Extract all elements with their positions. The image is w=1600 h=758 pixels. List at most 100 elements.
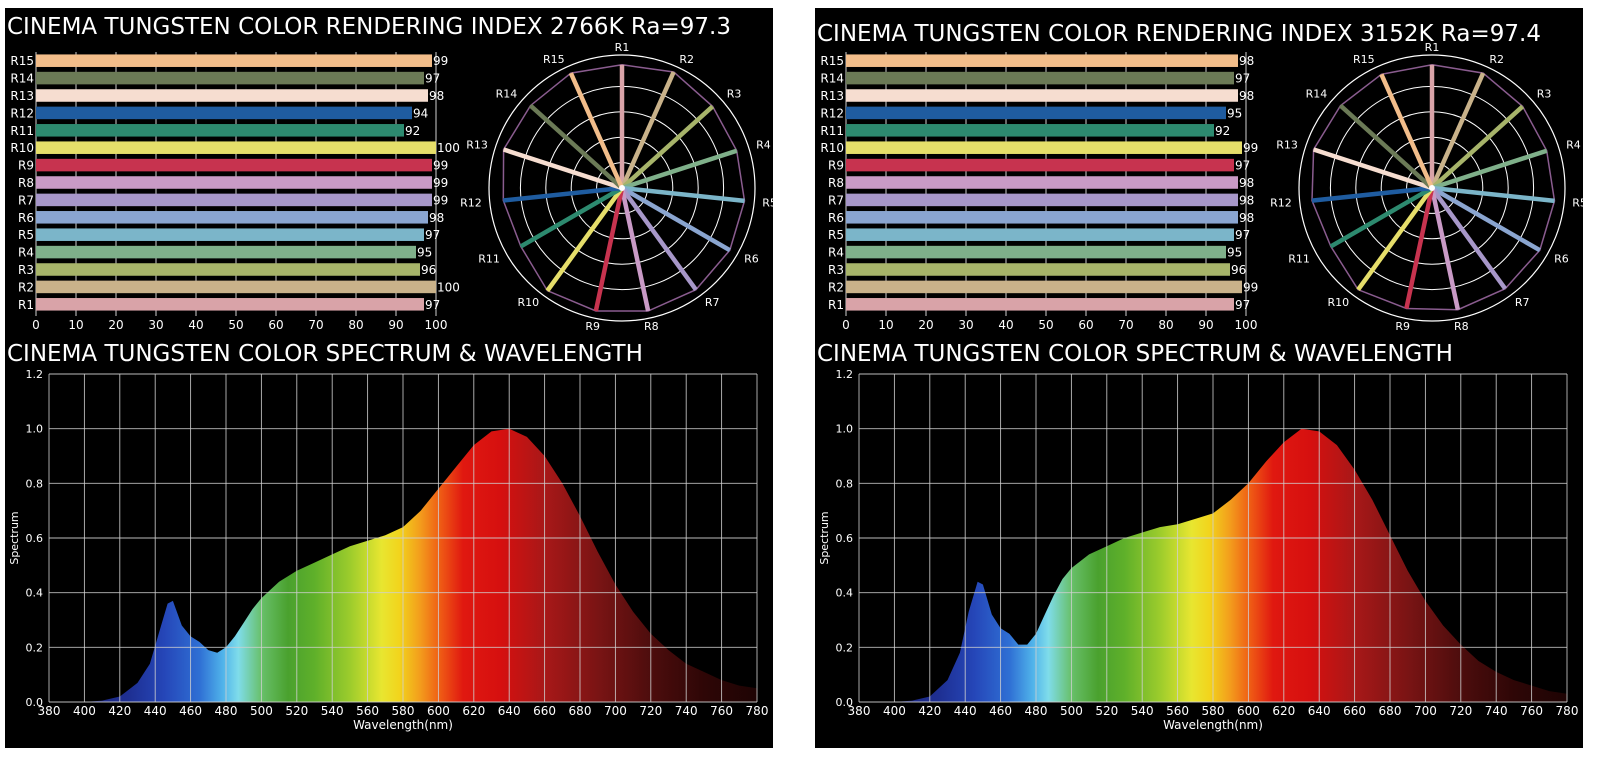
bar [36,54,432,67]
category-label: R4 [18,246,34,260]
x-tick-label: 380 [848,704,871,718]
x-tick-label: 80 [1158,318,1173,332]
value-label: 98 [1239,193,1254,207]
value-label: 98 [1239,176,1254,190]
radar-spoke [519,186,624,249]
value-label: 97 [1235,72,1250,86]
category-label: R10 [820,141,844,155]
radar-label: R13 [466,138,488,151]
radar-spoke [620,186,698,292]
radar-label: R9 [1395,320,1410,333]
y-tick-label: 0.6 [836,532,854,545]
bar [846,124,1214,137]
bar [846,298,1234,311]
x-tick-label: 740 [1485,704,1508,718]
x-tick-label: 420 [108,704,131,718]
x-axis-label: Wavelength(nm) [1163,718,1263,732]
value-label: 97 [425,298,440,312]
radar-label: R6 [744,253,759,266]
bar [846,158,1234,172]
radar-label: R15 [543,53,565,66]
y-tick-label: 0.0 [26,696,44,709]
x-tick-label: 600 [427,704,450,718]
value-label: 97 [1235,298,1250,312]
x-tick-label: 680 [569,704,592,718]
category-label: R8 [828,176,844,190]
x-tick-label: 760 [1520,704,1543,718]
category-label: R9 [828,159,844,173]
radar-label: R11 [1288,253,1310,266]
x-tick-label: 560 [1166,704,1189,718]
radar-spoke [620,186,731,253]
spectrum-title: CINEMA TUNGSTEN COLOR SPECTRUM & WAVELEN… [817,341,1453,367]
radar-spoke [545,186,624,293]
x-tick-label: 460 [179,704,202,718]
bar [846,141,1242,154]
radar-label: R7 [1515,296,1530,309]
radar-spoke [1431,185,1555,204]
bar [36,245,416,259]
bar [36,141,436,154]
x-tick-label: 0 [32,318,40,332]
value-label: 96 [421,263,436,277]
radar-label: R2 [1489,53,1504,66]
radar-label: R1 [615,41,630,54]
radar-spoke [568,72,625,189]
x-tick-label: 540 [321,704,344,718]
radar-label: R8 [644,320,659,333]
x-tick-label: 520 [1095,704,1118,718]
category-label: R5 [18,228,34,242]
y-tick-label: 0.0 [836,696,854,709]
x-tick-label: 10 [878,318,893,332]
y-tick-label: 0.6 [26,532,44,545]
radar-label: R15 [1353,53,1375,66]
value-label: 99 [1243,141,1258,155]
category-label: R4 [828,246,844,260]
radar-label: R9 [585,320,600,333]
x-tick-label: 660 [1343,704,1366,718]
radar-label: R5 [1572,197,1583,210]
x-tick-label: 640 [498,704,521,718]
category-label: R15 [10,54,34,68]
cri-radar-chart: R1 R2 R3 R4 R5 R6 R7 R8 R9 R10 R11 R12 R13 R14 R15 [1270,41,1583,333]
category-label: R2 [828,280,844,294]
radar-spoke [621,148,738,191]
radar-spoke [528,103,624,190]
x-tick-label: 620 [1272,704,1295,718]
x-tick-label: 50 [1038,318,1053,332]
x-tick-label: 500 [250,704,273,718]
radar-label: R8 [1454,320,1469,333]
radar-spoke [1429,72,1486,189]
category-label: R3 [828,263,844,277]
radar-spoke [1430,104,1525,190]
bar [846,89,1238,102]
x-tick-label: 520 [285,704,308,718]
x-tick-label: 90 [1198,318,1213,332]
category-label: R7 [18,193,34,207]
radar-polygon [502,64,746,312]
value-label: 97 [1235,159,1250,173]
bar [36,298,424,311]
radar-spoke [1329,186,1434,249]
value-label: 97 [1235,228,1250,242]
bar [846,71,1234,85]
category-label: R1 [828,298,844,312]
category-label: R15 [820,54,844,68]
radar-label: R13 [1276,138,1298,151]
bar [846,280,1242,294]
x-tick-label: 380 [38,704,61,718]
radar-label: R3 [727,88,742,101]
x-tick-label: 480 [1025,704,1048,718]
value-label: 92 [405,124,420,138]
radar-spoke [593,187,625,312]
radar-spoke [1404,187,1435,309]
x-tick-label: 680 [1379,704,1402,718]
value-label: 95 [1227,246,1242,260]
value-label: 94 [413,106,428,120]
x-tick-label: 660 [533,704,556,718]
bar [36,211,428,224]
radar-label: R10 [1327,296,1349,309]
radar-spoke [619,71,676,189]
radar-label: R4 [1566,138,1581,151]
x-tick-label: 440 [144,704,167,718]
